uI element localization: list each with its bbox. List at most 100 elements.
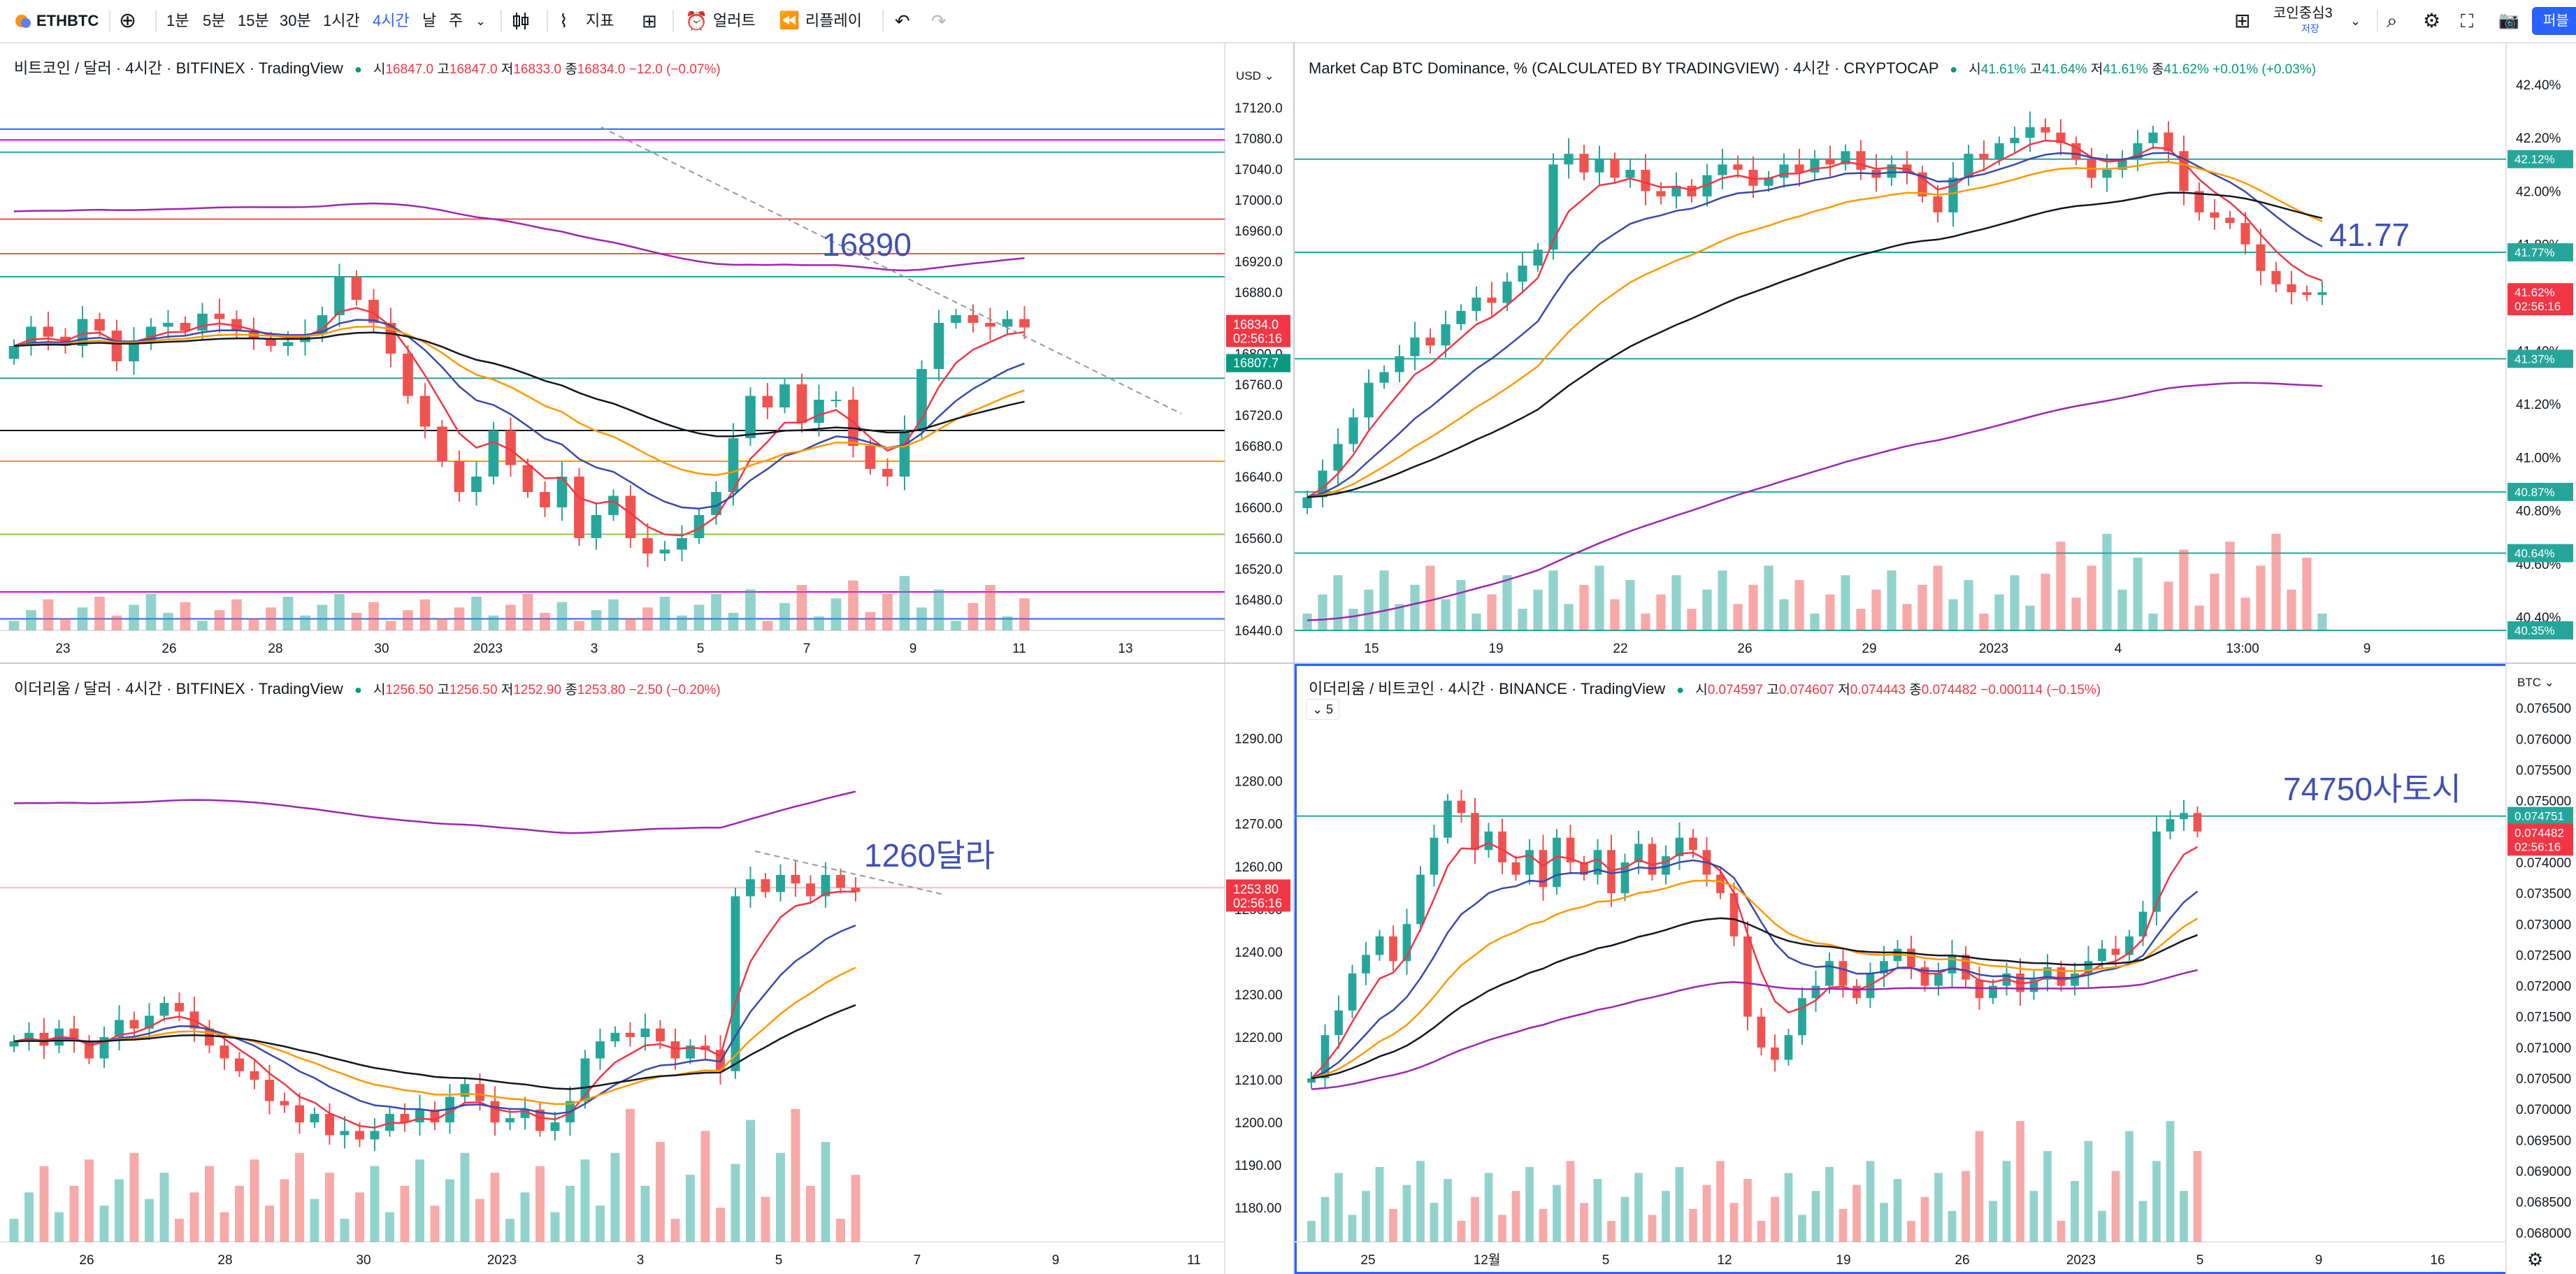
price-tag-text: 41.77% (2514, 246, 2555, 259)
volume-bar (1702, 1185, 1711, 1242)
fullscreen-icon[interactable]: ⛶ (2461, 10, 2474, 31)
legend-title: 이더리움 / 비트코인 · 4시간 · BINANCE · TradingVie… (1309, 680, 1666, 697)
layout-dropdown-icon[interactable]: ⌄ (2350, 14, 2361, 28)
interval-1h[interactable]: 1시간 (323, 12, 360, 29)
volume-bar (1456, 580, 1466, 630)
chart-settings-icon[interactable]: ⚙ (2527, 1250, 2543, 1271)
candle-body (265, 1080, 274, 1101)
symbol-logo-icon[interactable] (13, 0, 32, 42)
chart-type-candle-icon[interactable] (510, 0, 531, 42)
legend-ethusd[interactable]: 이더리움 / 달러 · 4시간 · BITFINEX · TradingView… (14, 676, 721, 699)
candle-body (916, 369, 927, 430)
undo-icon[interactable]: ↶ (895, 10, 910, 31)
y-tick-label: 16720.0 (1235, 409, 1283, 424)
candle-body (865, 446, 876, 469)
volume-bar (1620, 1196, 1629, 1242)
legend-ethbtc[interactable]: 이더리움 / 비트코인 · 4시간 · BINANCE · TradingVie… (1309, 676, 2101, 699)
candle-body (776, 874, 785, 892)
y-tick-label: 1210.00 (1235, 1073, 1283, 1088)
alert-button[interactable]: 얼러트 (713, 12, 756, 29)
volume-bar (1716, 1161, 1725, 1242)
candle-body (899, 430, 910, 477)
volume-bar (189, 1192, 199, 1242)
indicator-collapse-button[interactable]: ⌄ 5 (1306, 699, 1339, 720)
y-tick-label: 0.070000 (2516, 1103, 2571, 1117)
templates-grid-icon[interactable]: ⊞ (642, 10, 657, 31)
y-tick-label: 0.068000 (2516, 1226, 2571, 1241)
volume-bar (310, 1199, 319, 1242)
interval-15m[interactable]: 15분 (238, 12, 269, 29)
volume-bar (1302, 614, 1312, 630)
replay-icon[interactable]: ⏪ (779, 11, 800, 30)
candle-body (1416, 874, 1425, 925)
candle-body (220, 1045, 229, 1059)
volume-bar (556, 602, 568, 630)
candle-body (1348, 973, 1357, 1011)
ohlc-high-label: 고 (437, 683, 449, 697)
volume-bar (711, 593, 721, 630)
legend-btcd[interactable]: Market Cap BTC Dominance, % (CALCULATED … (1309, 56, 2316, 78)
x-tick-label: 11 (1012, 642, 1026, 656)
interval-4h[interactable]: 4시간 (373, 12, 410, 29)
ohlc-open: 0.074597 (1707, 683, 1763, 697)
ohlc-open: 16847.0 (385, 62, 434, 77)
interval-week[interactable]: 주 (449, 12, 463, 29)
pane-btcusd[interactable]: USD ⌄ 17120.0 17080.0 17040.0 17000.0 16960.0… (0, 43, 1293, 663)
interval-dropdown-icon[interactable]: ⌄ (475, 14, 487, 28)
interval-5m[interactable]: 5분 (203, 12, 226, 29)
candle-body (1610, 159, 1620, 178)
redo-icon[interactable]: ↷ (931, 10, 947, 31)
interval-1m[interactable]: 1분 (166, 12, 189, 29)
x-tick-label: 26 (161, 642, 176, 656)
replay-button[interactable]: 리플레이 (805, 12, 862, 29)
vertical-pane-divider[interactable] (1293, 42, 1295, 1274)
ohlc-low: 16833.0 (513, 62, 562, 77)
y-tick-label: 16920.0 (1235, 255, 1283, 270)
volume-bar (325, 1173, 334, 1242)
candle-body (1634, 844, 1643, 862)
search-icon[interactable]: ⌕ (2387, 10, 2398, 31)
candle-body (9, 1041, 19, 1047)
layout-name[interactable]: 코인중심3 (2273, 6, 2333, 21)
x-tick-label: 2023 (473, 642, 503, 656)
y-tick-label: 0.069500 (2516, 1134, 2571, 1148)
candle-body (1620, 862, 1629, 894)
y-tick-label: 16640.0 (1235, 470, 1283, 485)
ohlc-close: 16834.0 (577, 62, 626, 77)
settings-gear-icon[interactable]: ⚙ (2423, 10, 2441, 31)
pane-ethbtc[interactable]: BTC ⌄ 0.076500 0.076000 0.075500 0.075000 0.0… (1295, 664, 2576, 1274)
interval-day[interactable]: 날 (422, 12, 437, 29)
compare-add-icon[interactable]: ⊕ (119, 9, 137, 32)
price-tag-text: 41.62% (2514, 286, 2555, 299)
pane-btc-dominance[interactable]: 42.40%42.20%42.00%41.80%41.60%41.40%41.2… (1295, 43, 2576, 663)
interval-30m[interactable]: 30분 (280, 12, 311, 29)
volume-bar (1948, 599, 1958, 630)
pane-ethusd[interactable]: 1290.001280.001270.001260.001250.001240.… (0, 664, 1293, 1274)
x-tick-label: 29 (1862, 642, 1876, 656)
candle-body (762, 396, 773, 407)
y-tick-label: 41.00% (2516, 451, 2561, 465)
alert-clock-icon[interactable]: ⏰ (685, 10, 708, 31)
volume-bar (2071, 1180, 2079, 1242)
layout-select-icon[interactable]: ⊞ (2234, 10, 2251, 31)
candle-body (625, 495, 636, 538)
candle-body (1539, 850, 1548, 888)
volume-bar (355, 1192, 364, 1242)
indicators-button[interactable]: 지표 (586, 12, 614, 29)
volume-bar (1920, 1196, 1929, 1242)
candle-body (2148, 132, 2158, 143)
toolbar-divider (547, 10, 548, 32)
candle-body (1566, 837, 1575, 862)
legend-btcusd[interactable]: 비트코인 / 달러 · 4시간 · BITFINEX · TradingView… (14, 56, 721, 78)
candle-body (94, 319, 105, 331)
y-tick-label: 16680.0 (1235, 440, 1283, 454)
candle-body (2057, 967, 2066, 986)
symbol-search-button[interactable]: ETHBTC (36, 12, 99, 29)
ohlc-low-label: 저 (501, 62, 514, 77)
snapshot-camera-icon[interactable]: 📷 (2498, 11, 2519, 30)
indicators-icon[interactable]: ⌇ (559, 10, 568, 31)
volume-bar (1579, 584, 1589, 630)
horizontal-pane-divider[interactable] (0, 663, 2576, 664)
candle-body (1662, 856, 1670, 875)
publish-button[interactable]: 퍼블 (2532, 7, 2576, 35)
